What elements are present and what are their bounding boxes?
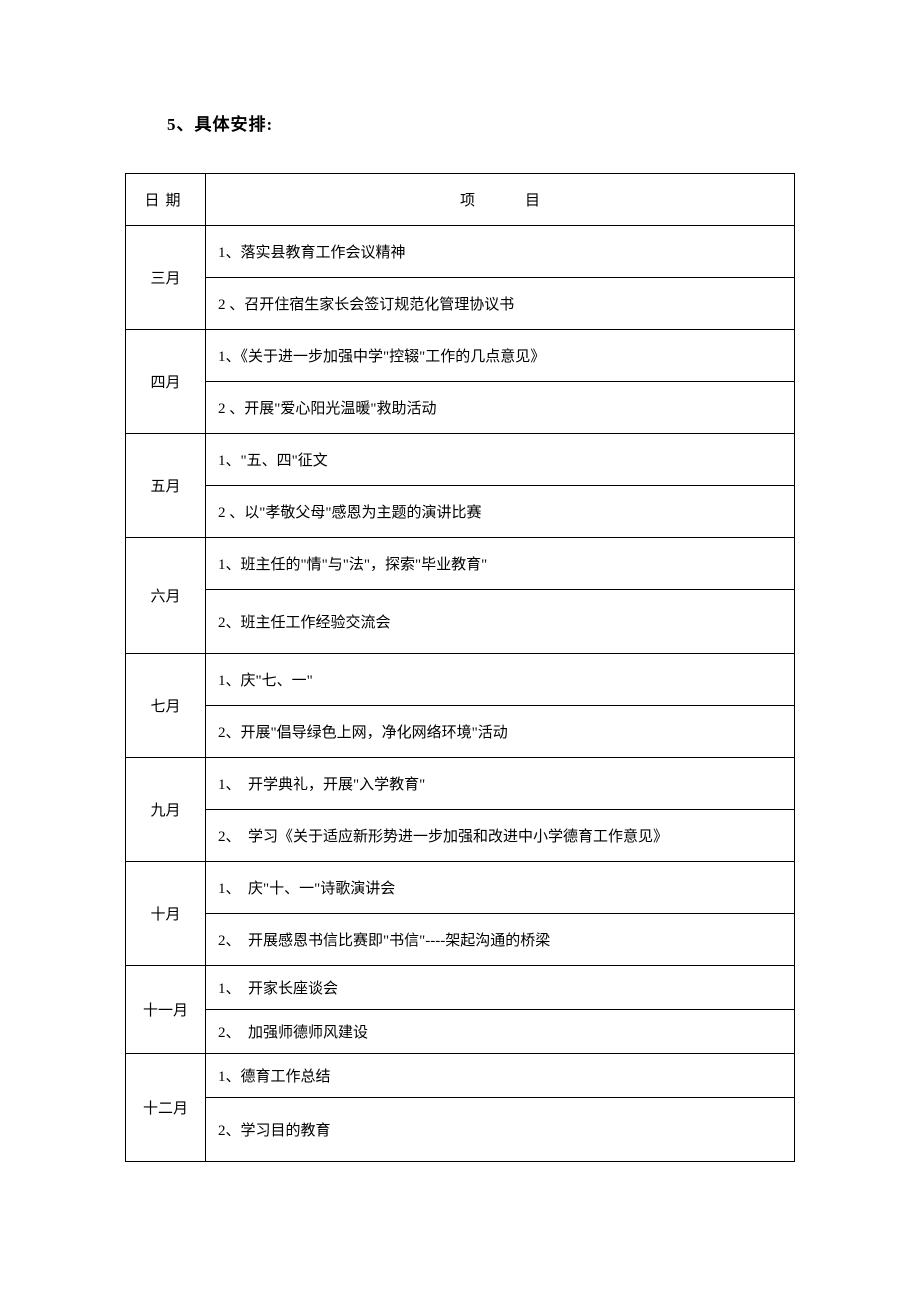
item-cell: 1、 庆"十、一"诗歌演讲会 — [206, 862, 795, 914]
table-row: 十一月 1、 开家长座谈会 — [126, 966, 795, 1010]
month-cell: 七月 — [126, 654, 206, 758]
item-cell: 1、《关于进一步加强中学"控辍"工作的几点意见》 — [206, 330, 795, 382]
table-row: 十月 1、 庆"十、一"诗歌演讲会 — [126, 862, 795, 914]
table-row: 2、 加强师德师风建设 — [126, 1010, 795, 1054]
table-row: 三月 1、落实县教育工作会议精神 — [126, 226, 795, 278]
table-header-row: 日期 项目 — [126, 174, 795, 226]
month-cell: 十月 — [126, 862, 206, 966]
table-row: 十二月 1、德育工作总结 — [126, 1054, 795, 1098]
table-row: 2 、开展"爱心阳光温暖"救助活动 — [126, 382, 795, 434]
item-cell: 2 、召开住宿生家长会签订规范化管理协议书 — [206, 278, 795, 330]
month-cell: 五月 — [126, 434, 206, 538]
item-cell: 1、落实县教育工作会议精神 — [206, 226, 795, 278]
section-title: 5、具体安排: — [167, 110, 795, 135]
header-date: 日期 — [126, 174, 206, 226]
table-row: 七月 1、庆"七、一" — [126, 654, 795, 706]
item-cell: 2 、开展"爱心阳光温暖"救助活动 — [206, 382, 795, 434]
table-row: 六月 1、班主任的"情"与"法"，探索"毕业教育" — [126, 538, 795, 590]
item-cell: 1、 开学典礼，开展"入学教育" — [206, 758, 795, 810]
item-cell: 2 、以"孝敬父母"感恩为主题的演讲比赛 — [206, 486, 795, 538]
table-row: 五月 1、"五、四"征文 — [126, 434, 795, 486]
item-cell: 2、开展"倡导绿色上网，净化网络环境"活动 — [206, 706, 795, 758]
item-cell: 1、德育工作总结 — [206, 1054, 795, 1098]
table-row: 2、开展"倡导绿色上网，净化网络环境"活动 — [126, 706, 795, 758]
table-row: 2、学习目的教育 — [126, 1098, 795, 1162]
item-cell: 1、庆"七、一" — [206, 654, 795, 706]
item-cell: 1、"五、四"征文 — [206, 434, 795, 486]
table-row: 2、 开展感恩书信比赛即"书信"----架起沟通的桥梁 — [126, 914, 795, 966]
month-cell: 四月 — [126, 330, 206, 434]
item-cell: 2、学习目的教育 — [206, 1098, 795, 1162]
table-row: 2 、以"孝敬父母"感恩为主题的演讲比赛 — [126, 486, 795, 538]
item-cell: 2、 加强师德师风建设 — [206, 1010, 795, 1054]
table-row: 四月 1、《关于进一步加强中学"控辍"工作的几点意见》 — [126, 330, 795, 382]
month-cell: 十二月 — [126, 1054, 206, 1162]
header-item: 项目 — [206, 174, 795, 226]
month-cell: 十一月 — [126, 966, 206, 1054]
item-cell: 1、班主任的"情"与"法"，探索"毕业教育" — [206, 538, 795, 590]
month-cell: 六月 — [126, 538, 206, 654]
table-row: 九月 1、 开学典礼，开展"入学教育" — [126, 758, 795, 810]
item-cell: 1、 开家长座谈会 — [206, 966, 795, 1010]
table-row: 2 、召开住宿生家长会签订规范化管理协议书 — [126, 278, 795, 330]
item-cell: 2、 学习《关于适应新形势进一步加强和改进中小学德育工作意见》 — [206, 810, 795, 862]
month-cell: 三月 — [126, 226, 206, 330]
table-row: 2、 学习《关于适应新形势进一步加强和改进中小学德育工作意见》 — [126, 810, 795, 862]
table-row: 2、班主任工作经验交流会 — [126, 590, 795, 654]
schedule-table: 日期 项目 三月 1、落实县教育工作会议精神 2 、召开住宿生家长会签订规范化管… — [125, 173, 795, 1162]
item-cell: 2、班主任工作经验交流会 — [206, 590, 795, 654]
item-cell: 2、 开展感恩书信比赛即"书信"----架起沟通的桥梁 — [206, 914, 795, 966]
month-cell: 九月 — [126, 758, 206, 862]
